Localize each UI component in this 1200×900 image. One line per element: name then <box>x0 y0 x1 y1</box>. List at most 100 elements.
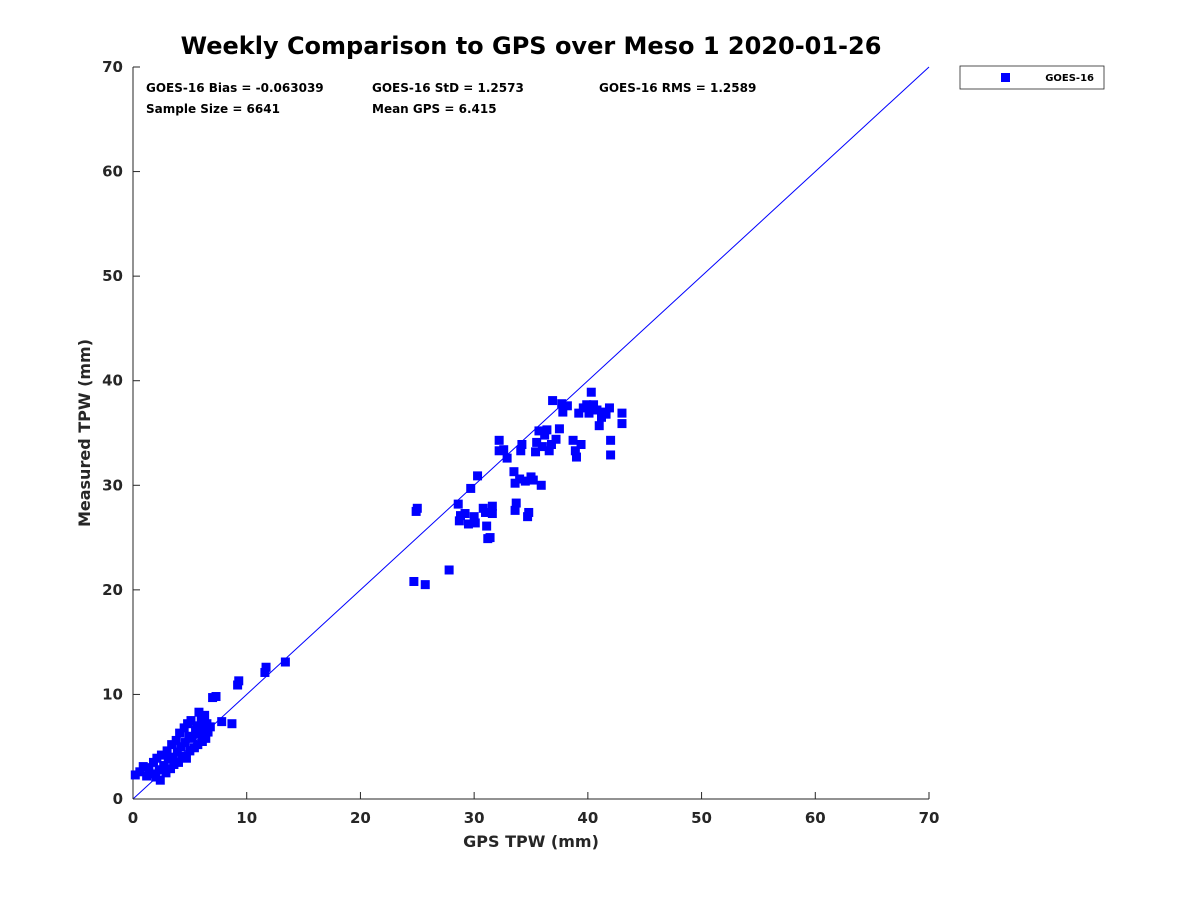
scatter-point <box>473 471 483 481</box>
scatter-point <box>534 426 544 436</box>
scatter-point <box>152 753 162 763</box>
legend-box <box>959 65 1105 90</box>
scatter-point <box>412 503 422 513</box>
scatter-point <box>517 440 527 450</box>
scatter-point <box>592 405 602 415</box>
scatter-point <box>557 399 567 409</box>
y-axis-ticks: 0 10 20 30 40 50 60 70 <box>102 58 140 808</box>
x-axis-label: GPS TPW (mm) <box>463 832 599 851</box>
scatter-point <box>601 409 611 419</box>
scatter-point <box>142 771 152 781</box>
scatter-point <box>482 521 492 531</box>
scatter-point <box>568 435 578 445</box>
scatter-point <box>520 476 530 486</box>
scatter-point <box>469 512 479 522</box>
chart-title: Weekly Comparison to GPS over Meso 1 202… <box>181 32 882 60</box>
scatter-point <box>185 746 195 756</box>
stat-std: GOES-16 StD = 1.2573 <box>372 81 524 95</box>
scatter-point <box>234 676 244 686</box>
scatter-point <box>499 445 509 455</box>
scatter-point <box>597 412 607 422</box>
scatter-point <box>169 759 179 769</box>
stat-sample-size: Sample Size = 6641 <box>146 102 280 116</box>
scatter-point <box>546 440 556 450</box>
scatter-point <box>194 707 204 717</box>
scatter-point <box>187 733 197 743</box>
scatter-point <box>261 662 271 672</box>
legend-label-goes16: GOES-16 <box>1045 73 1094 84</box>
scatter-point <box>487 501 497 511</box>
scatter-point <box>576 440 586 450</box>
legend-marker-square <box>1001 73 1010 82</box>
scatter-point <box>193 740 203 750</box>
scatter-point <box>584 408 594 418</box>
scatter-point <box>528 475 538 485</box>
scatter-point <box>531 447 541 457</box>
plot-area <box>130 66 930 800</box>
y-tick-label: 70 <box>102 58 123 76</box>
scatter-point <box>515 474 525 484</box>
scatter-point <box>463 519 473 529</box>
scatter-point <box>454 516 464 526</box>
scatter-point <box>460 509 470 519</box>
y-tick-label: 50 <box>102 267 123 285</box>
scatter-point <box>485 533 495 543</box>
x-tick-label: 40 <box>577 809 598 827</box>
scatter-point <box>217 717 227 727</box>
scatter-point <box>144 763 154 773</box>
scatter-point <box>201 733 211 743</box>
scatter-point <box>180 738 190 748</box>
y-tick-label: 40 <box>102 372 123 390</box>
scatter-point <box>589 400 599 410</box>
scatter-point <box>200 710 210 720</box>
scatter-point <box>509 467 519 477</box>
stat-rms: GOES-16 RMS = 1.2589 <box>599 81 756 95</box>
scatter-point <box>524 507 534 517</box>
legend: GOES-16 <box>959 65 1105 90</box>
scatter-point <box>192 721 202 731</box>
scatter-point <box>494 435 504 445</box>
scatter-point <box>558 407 568 417</box>
scatter-point <box>466 483 476 493</box>
scatter-point <box>617 408 627 418</box>
scatter-point <box>544 446 554 456</box>
scatter-point <box>604 403 614 413</box>
x-tick-label: 0 <box>128 809 138 827</box>
scatter-point <box>470 518 480 528</box>
scatter-point <box>511 498 521 508</box>
scatter-point <box>444 565 454 575</box>
scatter-point <box>175 728 185 738</box>
scatter-point <box>211 692 221 702</box>
scatter-point <box>487 509 497 519</box>
x-tick-label: 20 <box>350 809 371 827</box>
scatter-point <box>510 478 520 488</box>
scatter-point <box>481 507 491 517</box>
scatter-point <box>594 421 604 431</box>
stats-annotations: GOES-16 Bias = -0.063039 GOES-16 StD = 1… <box>146 81 756 116</box>
scatter-point <box>203 727 213 737</box>
scatter-point <box>554 424 564 434</box>
scatter-point <box>540 430 550 440</box>
scatter-point <box>146 769 156 779</box>
scatter-point <box>586 387 596 397</box>
y-tick-label: 60 <box>102 163 123 181</box>
scatter-point <box>159 761 169 771</box>
scatter-point <box>542 425 552 435</box>
y-tick-label: 30 <box>102 476 123 494</box>
x-tick-label: 50 <box>691 809 712 827</box>
scatter-point <box>163 754 173 764</box>
scatter-point <box>510 505 520 515</box>
scatter-point <box>138 762 148 772</box>
scatter-point <box>570 446 580 456</box>
scatter-point <box>154 765 164 775</box>
reference-line-group <box>132 66 930 800</box>
scatter-point <box>155 775 165 785</box>
scatter-point <box>502 453 512 463</box>
scatter-point <box>574 408 584 418</box>
scatter-point <box>176 742 186 752</box>
scatter-point <box>171 735 181 745</box>
y-tick-label: 0 <box>113 790 123 808</box>
scatter-point <box>162 746 172 756</box>
scatter-point <box>186 716 196 726</box>
